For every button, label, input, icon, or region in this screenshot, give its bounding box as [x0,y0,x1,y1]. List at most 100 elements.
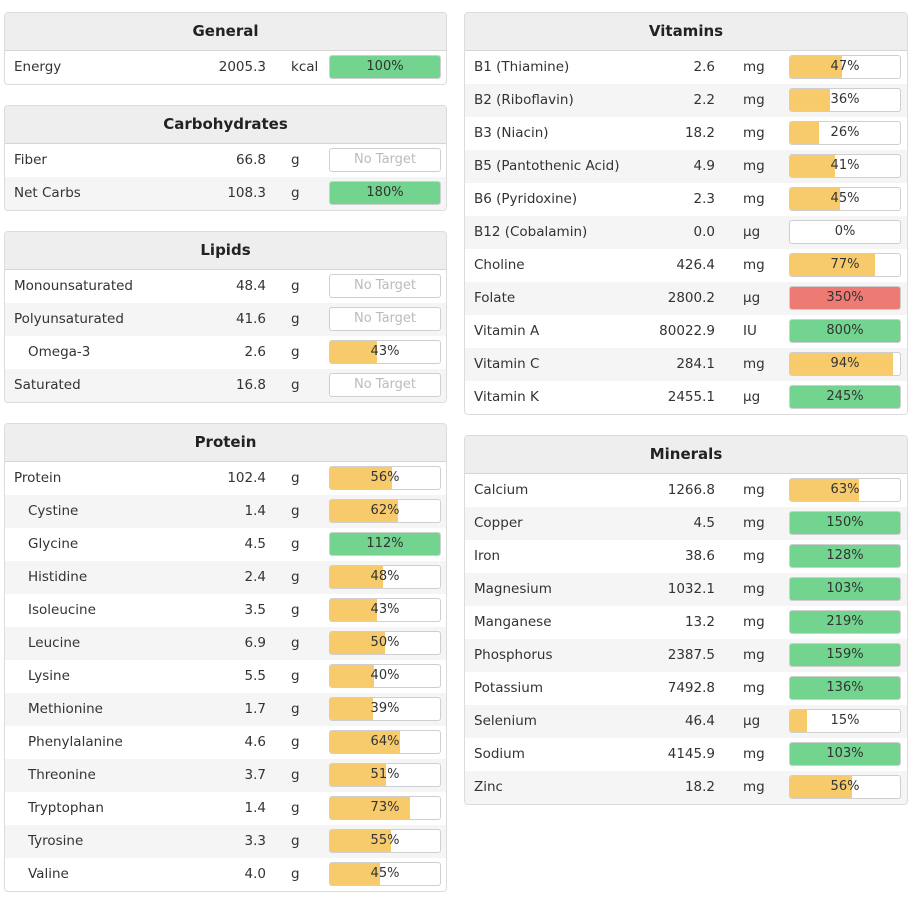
target-progress-bar: 100% [329,55,441,79]
nutrient-row: Potassium 7492.8 mg 136% [465,672,907,705]
progress-label: 103% [826,746,864,761]
nutrient-name: Manganese [474,614,552,630]
nutrient-amount: 1032.1 [667,581,715,597]
nutrient-unit: g [291,470,300,486]
nutrient-amount: 4145.9 [667,746,715,762]
progress-label: 43% [370,602,400,617]
nutrient-unit: kcal [291,59,319,75]
nutrient-name: Fiber [14,152,47,168]
nutrient-amount: 1.4 [244,800,266,816]
progress-label: 350% [826,290,864,305]
nutrient-name: B1 (Thiamine) [474,59,570,75]
nutrient-amount: 48.4 [235,278,266,294]
protein-panel: Protein Protein 102.4 g 56% Cystine 1.4 g 62% Gl… [4,423,447,892]
progress-fill [330,632,385,654]
general-rows: Energy 2005.3 kcal 100% [5,51,446,84]
progress-fill [790,353,894,375]
nutrient-amount: 0.0 [693,224,715,240]
nutrient-unit: mg [743,779,765,795]
target-progress-bar: No Target [329,373,441,397]
nutrient-name: Methionine [28,701,103,717]
nutrient-amount: 5.5 [244,668,266,684]
nutrient-unit: mg [743,746,765,762]
progress-label: 136% [826,680,864,695]
target-progress-bar: 50% [329,631,441,655]
progress-label: No Target [353,278,417,293]
minerals-header: Minerals [465,436,907,474]
progress-fill [790,254,875,276]
nutrient-row: B5 (Pantothenic Acid) 4.9 mg 41% [465,150,907,183]
nutrient-unit: mg [743,581,765,597]
vitamins-header: Vitamins [465,13,907,51]
progress-label: 26% [830,125,860,140]
progress-label: 150% [826,515,864,530]
progress-label: 112% [366,536,404,551]
nutrient-amount: 284.1 [676,356,715,372]
nutrient-unit: g [291,311,300,327]
target-progress-bar: 159% [789,643,901,667]
progress-fill [330,764,387,786]
target-progress-bar: 180% [329,181,441,205]
nutrient-amount: 3.5 [244,602,266,618]
nutrient-row: Cystine 1.4 g 62% [5,495,446,528]
nutrient-unit: mg [743,59,765,75]
target-progress-bar: 112% [329,532,441,556]
target-progress-bar: 350% [789,286,901,310]
target-progress-bar: 800% [789,319,901,343]
nutrient-amount: 2.6 [693,59,715,75]
progress-label: 103% [826,581,864,596]
nutrient-row: Monounsaturated 48.4 g No Target [5,270,446,303]
nutrient-amount: 102.4 [227,470,266,486]
nutrient-unit: mg [743,614,765,630]
nutrient-row: Calcium 1266.8 mg 63% [465,474,907,507]
target-progress-bar: 47% [789,55,901,79]
protein-rows: Protein 102.4 g 56% Cystine 1.4 g 62% Glycine 4.5… [5,462,446,891]
nutrient-row: Folate 2800.2 µg 350% [465,282,907,315]
nutrient-row: Iron 38.6 mg 128% [465,540,907,573]
progress-label: 50% [370,635,400,650]
nutrient-name: Copper [474,515,523,531]
nutrient-unit: g [291,278,300,294]
nutrient-name: Energy [14,59,62,75]
carbohydrates-header: Carbohydrates [5,106,446,144]
progress-fill [330,533,440,555]
progress-fill [790,479,860,501]
progress-label: 62% [370,503,400,518]
target-progress-bar: 94% [789,352,901,376]
target-progress-bar: 45% [789,187,901,211]
protein-header: Protein [5,424,446,462]
progress-label: 219% [826,614,864,629]
nutrient-row: Valine 4.0 g 45% [5,858,446,891]
nutrient-unit: mg [743,548,765,564]
target-progress-bar: 15% [789,709,901,733]
nutrient-unit: mg [743,356,765,372]
nutrient-amount: 426.4 [676,257,715,273]
nutrient-unit: g [291,668,300,684]
nutrient-name: Sodium [474,746,525,762]
nutrient-amount: 1.7 [244,701,266,717]
nutrient-unit: mg [743,158,765,174]
progress-fill [790,776,852,798]
nutrient-unit: mg [743,680,765,696]
progress-fill [330,56,440,78]
nutrient-name: B6 (Pyridoxine) [474,191,578,207]
nutrient-unit: g [291,344,300,360]
nutrient-amount: 18.2 [684,779,715,795]
target-progress-bar: 245% [789,385,901,409]
nutrient-row: Leucine 6.9 g 50% [5,627,446,660]
target-progress-bar: 56% [789,775,901,799]
nutrient-amount: 2005.3 [218,59,266,75]
progress-label: 48% [370,569,400,584]
nutrient-row: Choline 426.4 mg 77% [465,249,907,282]
progress-label: 73% [370,800,400,815]
progress-fill [790,122,819,144]
nutrient-amount: 4.5 [244,536,266,552]
nutrient-row: Tryptophan 1.4 g 73% [5,792,446,825]
progress-fill [790,578,900,600]
nutrient-row: Net Carbs 108.3 g 180% [5,177,446,210]
nutrient-amount: 3.7 [244,767,266,783]
nutrient-name: Tyrosine [28,833,84,849]
target-progress-bar: 48% [329,565,441,589]
progress-label: 180% [366,185,404,200]
nutrient-row: Magnesium 1032.1 mg 103% [465,573,907,606]
